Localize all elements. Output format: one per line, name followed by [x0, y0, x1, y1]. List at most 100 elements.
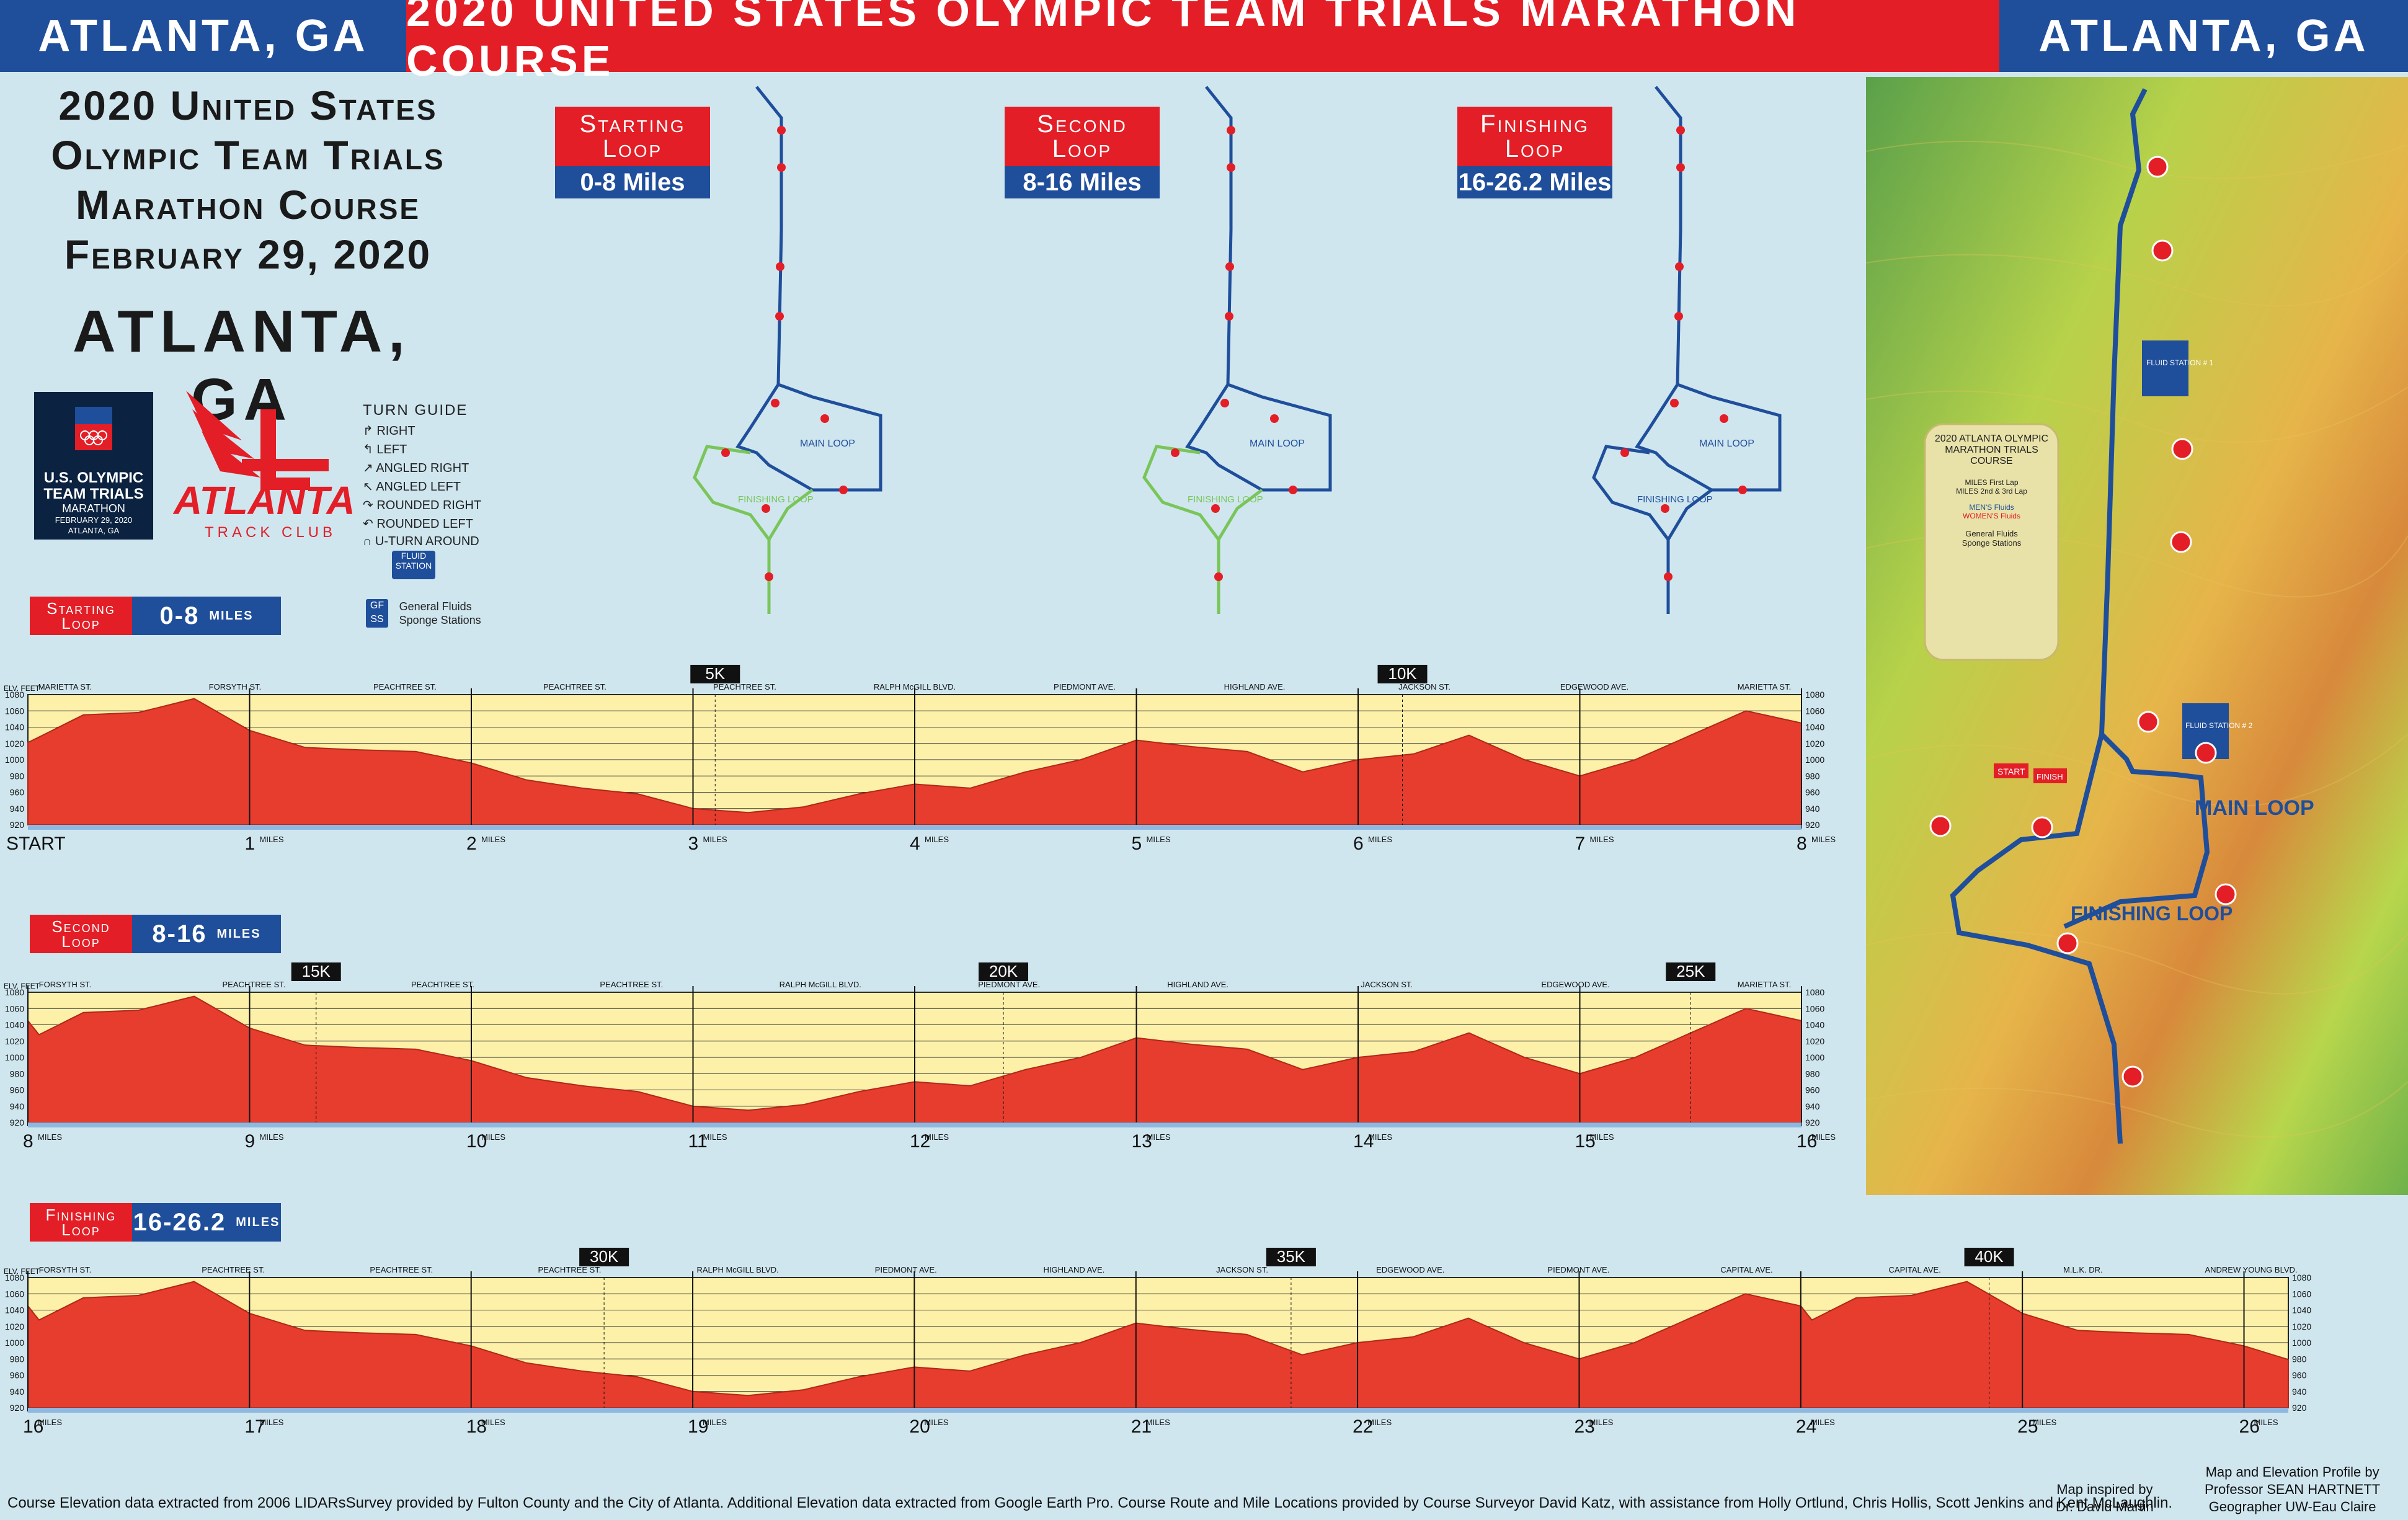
legend-title: 2020 ATLANTA OLYMPIC MARATHON TRIALS COU… — [1934, 433, 2049, 466]
olympic-rings-icon — [75, 407, 112, 450]
elev-tick-right: 1060 — [1805, 1003, 1824, 1013]
city-title: ATLANTA, GA — [73, 298, 411, 433]
street-label: FORSYTH ST. — [39, 1265, 92, 1274]
credit-inspired-line1: Map inspired by — [2056, 1482, 2153, 1497]
elev-tick-right: 1020 — [2292, 1322, 2311, 1331]
loop-badge-range: 16-26.2 Miles — [1457, 166, 1612, 198]
mile-unit: MILES — [703, 1132, 727, 1142]
section-tag-name: Finishing Loop — [30, 1203, 132, 1242]
street-label: EDGEWOOD AVE. — [1560, 682, 1628, 691]
atlanta-track-club-logo: ATLANTA TRACK CLUB — [167, 384, 355, 546]
turn-guide: TURN GUIDE ↱ RIGHT ↰ LEFT ↗ ANGLED RIGHT… — [363, 402, 481, 552]
mile-label: 4 — [910, 833, 920, 854]
elev-tick-right: 1080 — [2292, 1273, 2311, 1282]
street-label: RALPH McGILL BLVD. — [874, 682, 956, 691]
start-flag — [1994, 763, 2028, 778]
credit-inspired-line2: Dr. David Martin — [2056, 1499, 2154, 1514]
turn-guide-item: ↰ LEFT — [363, 443, 407, 456]
elev-tick-right: 1000 — [2292, 1338, 2311, 1348]
usa-logo-line4: FEBRUARY 29, 2020 — [55, 515, 133, 525]
credit-author-line1: Map and Elevation Profile by — [2205, 1464, 2379, 1480]
mile-unit: MILES — [1590, 835, 1614, 844]
section-tag-range: 16-26.2 MILES — [132, 1203, 281, 1242]
street-label: MARIETTA ST. — [1738, 980, 1791, 989]
street-label: FORSYTH ST. — [39, 980, 92, 989]
k-marker-label: 10K — [1388, 664, 1417, 683]
title-line-2: Olympic Team Trials — [51, 132, 445, 178]
minimap-main-loop-label: MAIN LOOP — [1699, 438, 1754, 449]
turn-guide-item: ↷ ROUNDED RIGHT — [363, 499, 482, 512]
street-label: PEACHTREE ST. — [713, 682, 776, 691]
atc-sub: TRACK CLUB — [205, 524, 337, 541]
usa-logo-line1: U.S. OLYMPIC — [43, 469, 144, 486]
turn-guide-item: ↖ ANGLED LEFT — [363, 480, 461, 494]
mile-unit: MILES — [481, 1132, 505, 1142]
elev-tick-left: 1040 — [5, 1020, 24, 1030]
legend-miles-later: MILES 2nd & 3rd Lap — [1956, 487, 2027, 496]
elev-tick-right: 960 — [1805, 1085, 1820, 1095]
elev-tick-left: 1060 — [5, 1003, 24, 1013]
street-label: HIGHLAND AVE. — [1167, 980, 1228, 989]
start-label: START — [6, 833, 66, 854]
mile-label: 20 — [909, 1416, 930, 1437]
elev-tick-left: 1080 — [5, 987, 24, 997]
street-label: PIEDMONT AVE. — [1547, 1265, 1609, 1274]
elev-tick-left: 1000 — [5, 1338, 24, 1348]
elev-tick-left: 980 — [10, 771, 25, 781]
mile-markers — [1929, 156, 2237, 1088]
mile-label: 1 — [245, 833, 255, 854]
mile-label: 23 — [1574, 1416, 1594, 1437]
mile-label: 11 — [688, 1131, 708, 1152]
elev-tick-right: 940 — [1805, 804, 1820, 814]
fluid-station-2-label: FLUID STATION # 2 — [2185, 721, 2253, 730]
elev-tick-left: 1080 — [5, 690, 24, 700]
header-left-city: ATLANTA, GA — [0, 0, 406, 72]
mile-unit: MILES — [703, 1418, 727, 1427]
elev-tick-right: 1000 — [1805, 1052, 1824, 1062]
mile-unit: MILES — [1368, 835, 1392, 844]
mile-label: 12 — [910, 1131, 930, 1152]
elev-tick-left: 1080 — [5, 1273, 24, 1282]
mile-label: 24 — [1796, 1416, 1816, 1437]
street-label: PEACHTREE ST. — [202, 1265, 265, 1274]
mile-label: 5 — [1132, 833, 1142, 854]
elev-tick-right: 1000 — [1805, 755, 1824, 765]
loop-badge-range: 8-16 Miles — [1005, 166, 1160, 198]
atc-name: ATLANTA — [174, 478, 355, 523]
mile-unit: MILES — [925, 835, 949, 844]
street-label: RALPH McGILL BLVD. — [780, 980, 861, 989]
mile-label: 13 — [1132, 1131, 1152, 1152]
elev-tick-left: 980 — [10, 1069, 25, 1078]
fluid-station-1 — [2142, 340, 2188, 396]
mile-label: 8 — [23, 1131, 33, 1152]
title-line-1: 2020 United States — [58, 82, 438, 128]
mile-unit: MILES — [1147, 835, 1171, 844]
street-label: EDGEWOOD AVE. — [1541, 980, 1609, 989]
mile-unit: MILES — [1368, 1132, 1392, 1142]
k-marker-box — [979, 962, 1028, 981]
elev-tick-left: 920 — [10, 1403, 25, 1413]
elev-tick-right: 940 — [2292, 1387, 2307, 1397]
k-marker-label: 25K — [1676, 962, 1705, 980]
k-marker-box — [579, 1248, 629, 1266]
turn-guide-item: ∩ U-TURN AROUND — [363, 535, 479, 548]
elev-tick-left: 940 — [10, 1387, 25, 1397]
elev-tick-right: 1040 — [1805, 1020, 1824, 1030]
section-tag-finishing: Finishing Loop 16-26.2 MILES — [30, 1203, 281, 1242]
street-label: PEACHTREE ST. — [600, 980, 663, 989]
elev-tick-left: 920 — [10, 820, 25, 830]
k-marker-label: 15K — [302, 962, 331, 980]
legend-miles-first: MILES First Lap — [1965, 478, 2019, 487]
elev-tick-left: 1020 — [5, 1322, 24, 1331]
loop-badge-range: 0-8 Miles — [555, 166, 710, 198]
street-label: HIGHLAND AVE. — [1044, 1265, 1105, 1274]
mile-unit: MILES — [703, 835, 727, 844]
elev-tick-left: 1020 — [5, 1036, 24, 1046]
mile-label: 21 — [1131, 1416, 1152, 1437]
street-label: PIEDMONT AVE. — [1054, 682, 1116, 691]
elev-tick-left: 960 — [10, 1371, 25, 1380]
turn-guide-item: ↗ ANGLED RIGHT — [363, 461, 469, 475]
elev-tick-left: 1000 — [5, 755, 24, 765]
street-label: JACKSON ST. — [1361, 980, 1413, 989]
